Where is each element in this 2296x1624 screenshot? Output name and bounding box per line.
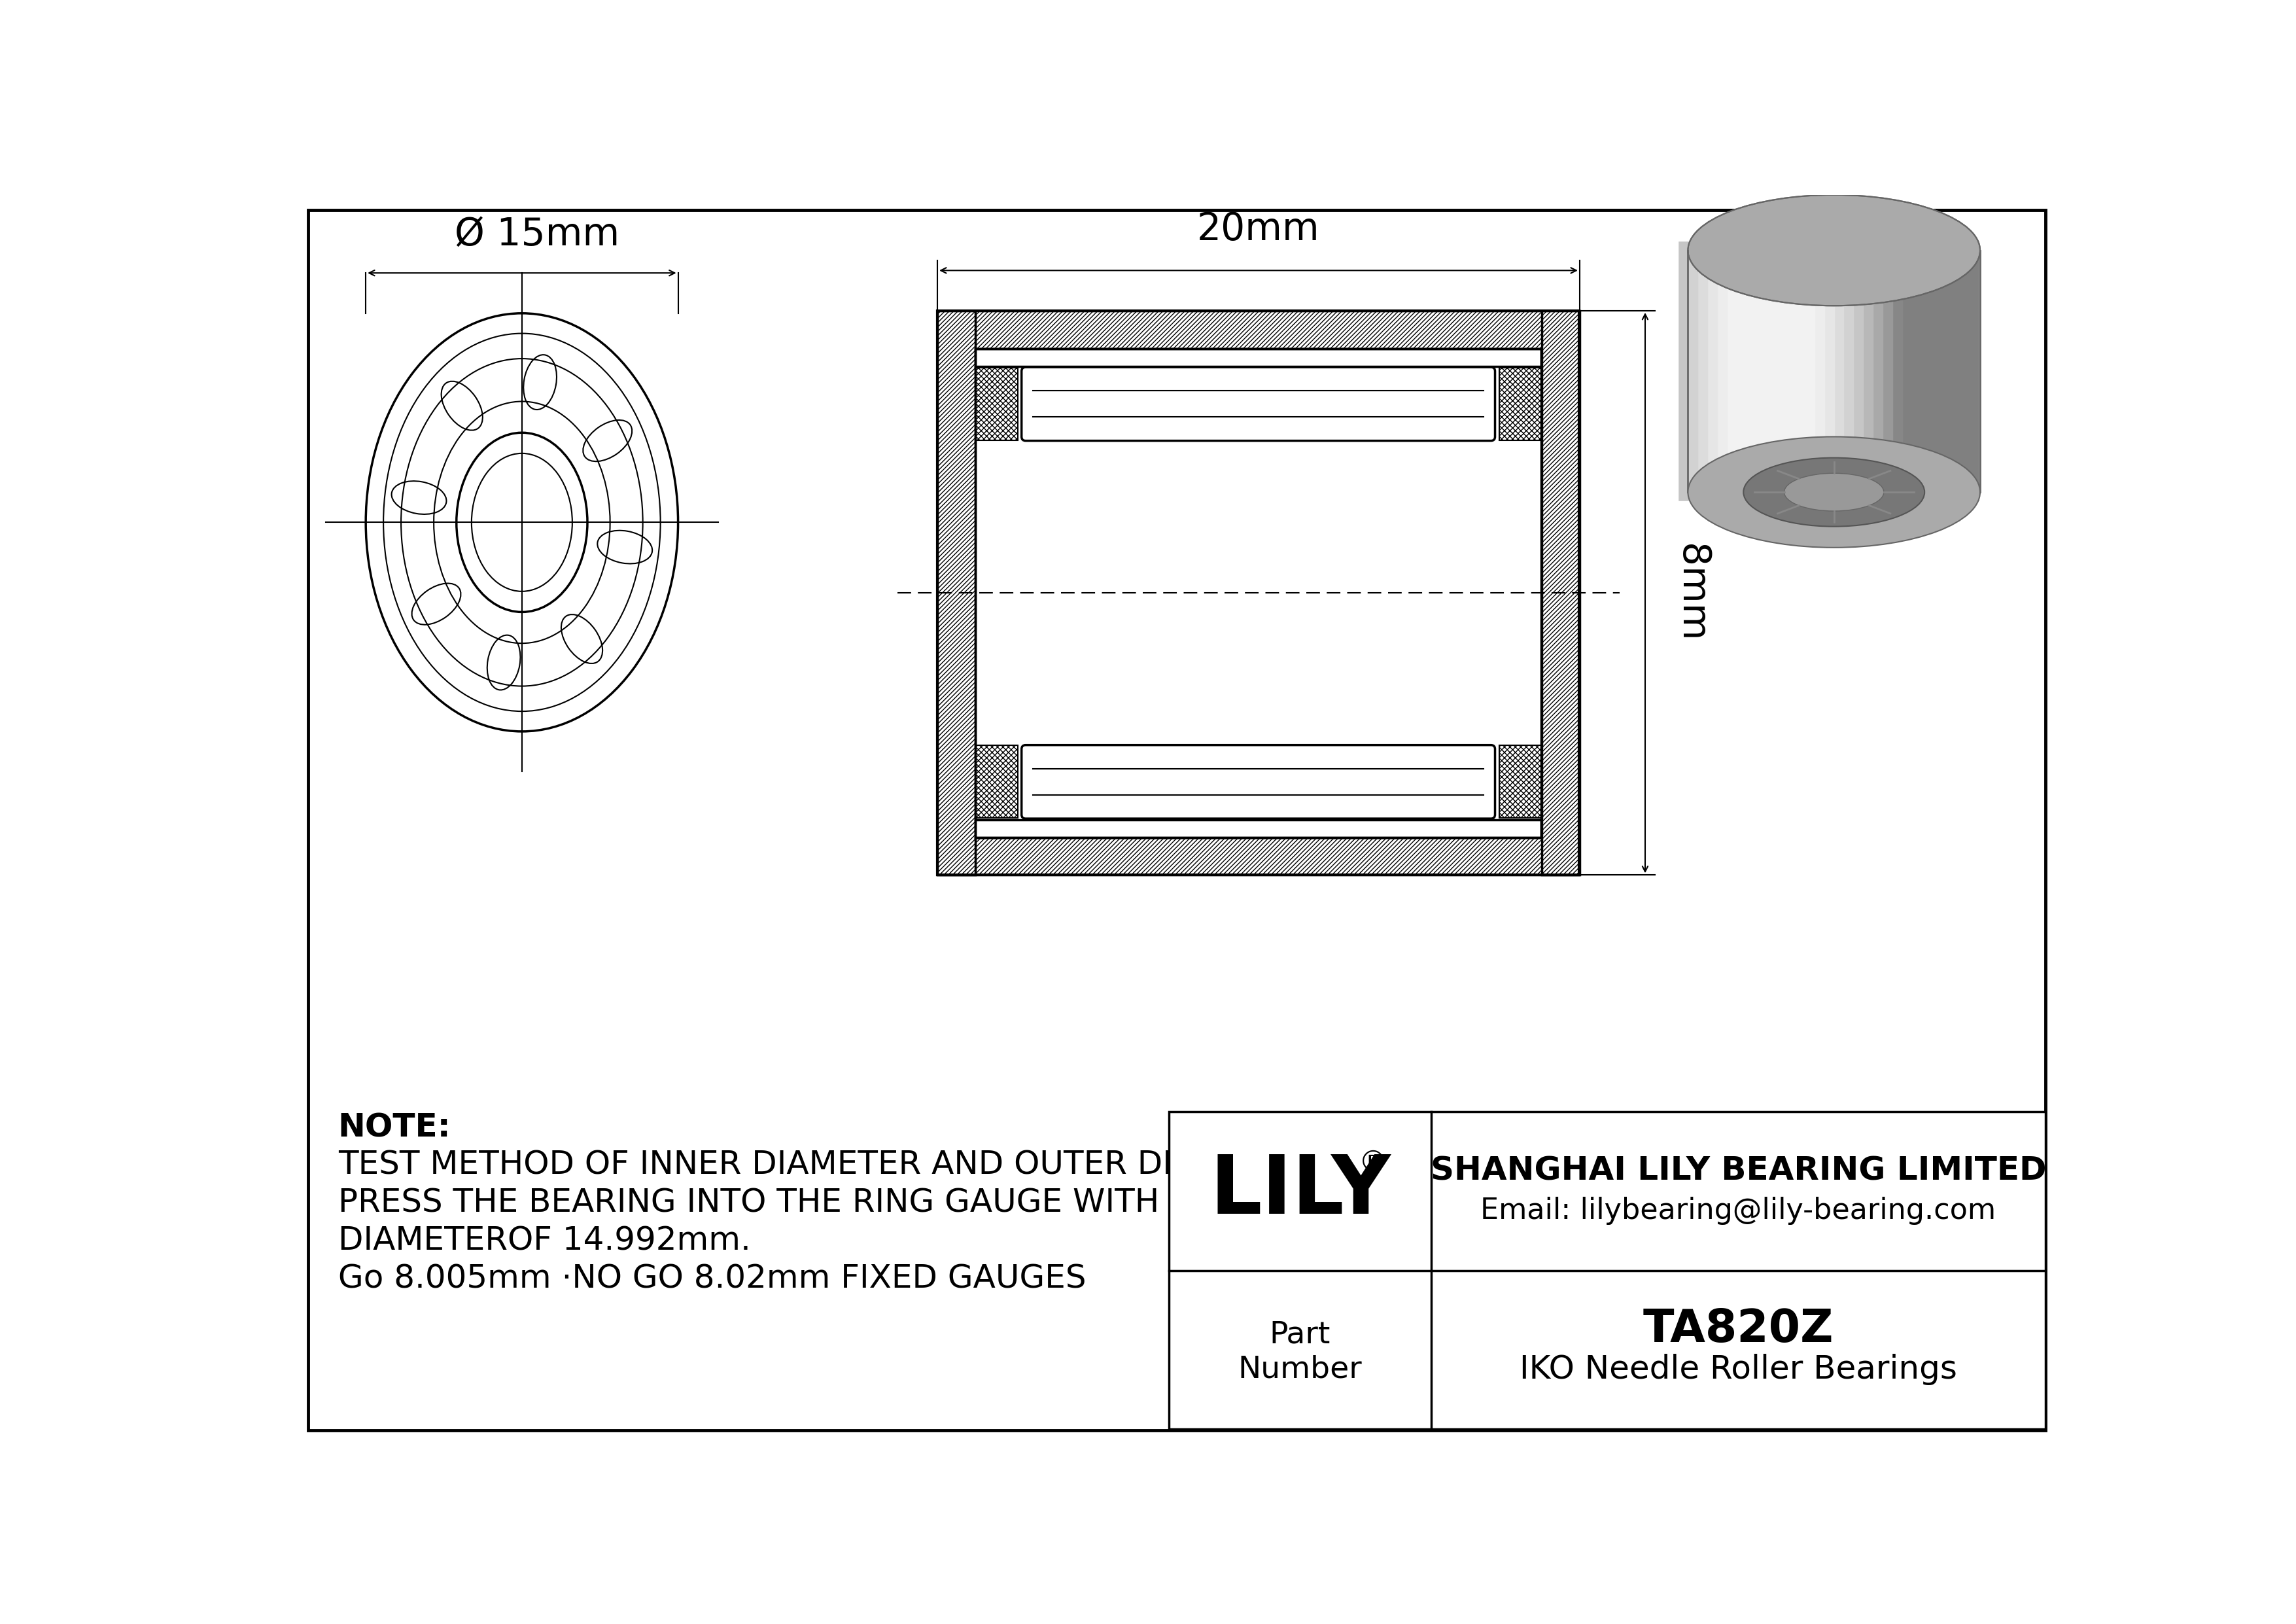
Text: IKO Needle Roller Bearings: IKO Needle Roller Bearings <box>1520 1354 1956 1385</box>
Text: Go 8.005mm ·NO GO 8.02mm FIXED GAUGES: Go 8.005mm ·NO GO 8.02mm FIXED GAUGES <box>338 1263 1086 1294</box>
Text: TEST METHOD OF INNER DIAMETER AND OUTER DIAMETER.: TEST METHOD OF INNER DIAMETER AND OUTER … <box>338 1150 1316 1181</box>
FancyBboxPatch shape <box>1022 367 1495 440</box>
FancyBboxPatch shape <box>1022 745 1495 818</box>
Bar <box>937 838 1580 875</box>
Text: Ø 15mm: Ø 15mm <box>455 216 620 253</box>
Bar <box>1543 310 1580 875</box>
Ellipse shape <box>1784 473 1883 512</box>
Text: DIAMETEROF 14.992mm.: DIAMETEROF 14.992mm. <box>338 1224 751 1257</box>
Bar <box>976 745 1017 818</box>
Text: 8mm: 8mm <box>1674 544 1711 641</box>
Text: 20mm: 20mm <box>1196 211 1320 248</box>
Ellipse shape <box>1688 437 1979 547</box>
Text: Email: lilybearing@lily-bearing.com: Email: lilybearing@lily-bearing.com <box>1481 1197 1995 1224</box>
Text: Part: Part <box>1270 1320 1332 1350</box>
Bar <box>976 349 1541 838</box>
Bar <box>1688 250 1979 492</box>
Bar <box>976 349 1541 365</box>
Bar <box>976 367 1017 440</box>
Text: Number: Number <box>1238 1354 1362 1385</box>
Text: NOTE:: NOTE: <box>338 1112 450 1143</box>
Text: SHANGHAI LILY BEARING LIMITED: SHANGHAI LILY BEARING LIMITED <box>1430 1155 2046 1187</box>
Bar <box>976 820 1541 838</box>
Ellipse shape <box>1688 195 1979 305</box>
Bar <box>937 310 1580 349</box>
Text: ®: ® <box>1359 1150 1387 1177</box>
Text: LILY: LILY <box>1210 1151 1391 1231</box>
Bar <box>1499 367 1543 440</box>
Bar <box>937 310 1580 875</box>
Bar <box>1499 745 1543 818</box>
Ellipse shape <box>1743 458 1924 526</box>
Bar <box>1169 1112 2046 1429</box>
Text: TA820Z: TA820Z <box>1644 1307 1835 1351</box>
Bar <box>937 310 976 875</box>
Text: PRESS THE BEARING INTO THE RING GAUGE WITH THE INNER: PRESS THE BEARING INTO THE RING GAUGE WI… <box>338 1187 1348 1218</box>
